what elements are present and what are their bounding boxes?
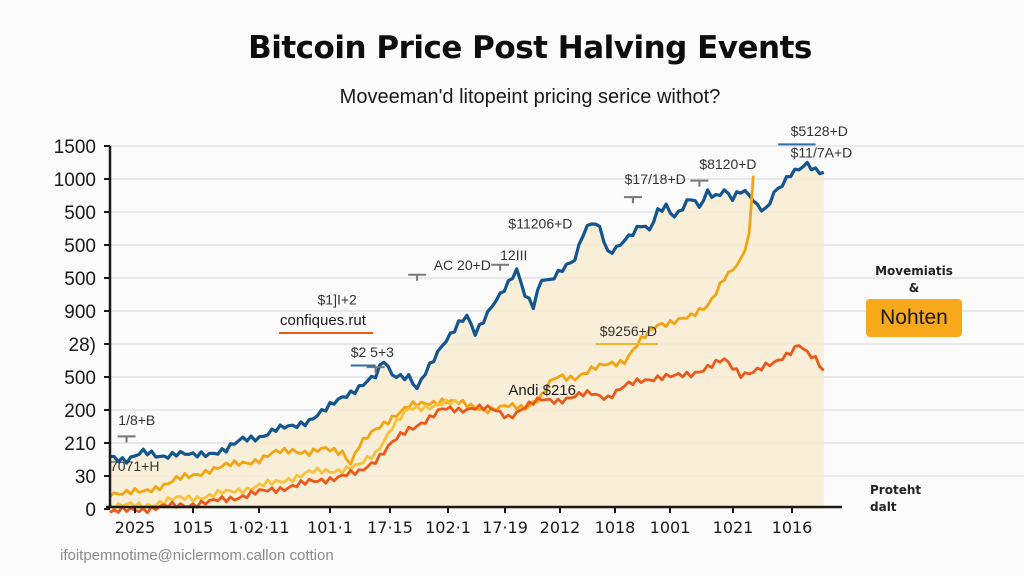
x-tick-label: 1001 bbox=[650, 518, 691, 537]
area-fill-blue bbox=[110, 162, 824, 509]
legend-footnote-line-1: Proteht bbox=[870, 483, 922, 497]
chart-subtitle: Moveeman'd litopeint pricing serice with… bbox=[339, 86, 721, 108]
y-tick-label: 1000 bbox=[54, 170, 96, 191]
legend-footnote-line-2: dalt bbox=[870, 500, 897, 514]
x-tick-label: 17·15 bbox=[367, 518, 413, 537]
annotation-marker bbox=[690, 179, 709, 187]
x-tick-label: 1015 bbox=[173, 518, 214, 537]
y-axis-ticks: 1500 1000 500 500 500 900 28) 500 200 210 30 0 bbox=[54, 137, 110, 521]
data-annotation: $1]I+2 bbox=[318, 291, 358, 307]
x-tick-label: 1016 bbox=[772, 518, 813, 537]
source-footer: ifoitpemnotime@niclermom.callon cottion bbox=[60, 547, 334, 564]
data-annotation: 7071+H bbox=[110, 458, 159, 474]
x-tick-label: 101·1 bbox=[307, 518, 353, 537]
data-annotation: $8120+D bbox=[699, 156, 756, 172]
y-tick-label: 500 bbox=[64, 203, 96, 224]
data-annotation: $9256+D bbox=[600, 323, 657, 339]
legend-footnote: Proteht dalt bbox=[870, 482, 921, 516]
legend-heading-line-1: Movemiatis bbox=[875, 264, 953, 278]
x-axis-ticks: 2025 1015 1·02·11 101·1 17·15 102·1 17·19 2012 1… bbox=[115, 507, 813, 537]
y-tick-label: 500 bbox=[64, 236, 96, 257]
y-tick-label: 500 bbox=[64, 269, 96, 290]
x-tick-label: 2012 bbox=[540, 518, 581, 537]
x-tick-label: 102·1 bbox=[425, 518, 471, 537]
series-line-blue bbox=[109, 160, 825, 465]
callout-label: confiques.rut bbox=[280, 312, 367, 329]
y-tick-label: 200 bbox=[64, 401, 96, 422]
data-annotation: $11206+D bbox=[508, 216, 572, 232]
legend-heading: Movemiatis & bbox=[866, 263, 962, 297]
y-tick-label: 500 bbox=[64, 368, 96, 389]
annotation-marker bbox=[491, 263, 510, 271]
data-annotation: Andi $216 bbox=[508, 382, 576, 399]
data-annotation: $5128+D bbox=[791, 123, 848, 139]
y-tick-label: 900 bbox=[64, 302, 96, 323]
x-tick-label: 2025 bbox=[115, 518, 156, 537]
data-annotation: AC 20+D bbox=[434, 257, 491, 273]
data-annotation: 12III bbox=[500, 247, 527, 263]
annotation-marker bbox=[623, 196, 642, 204]
annotations: $5128+D $11/7A+D $8120+D $17/18+D $11206+D 12… bbox=[110, 123, 852, 474]
series-lines bbox=[108, 160, 825, 515]
y-tick-label: 30 bbox=[75, 467, 96, 488]
data-annotation: $2 5+3 bbox=[351, 344, 394, 360]
chart-title: Bitcoin Price Post Halving Events bbox=[248, 30, 812, 66]
series-line-orange bbox=[109, 344, 825, 515]
annotation-marker bbox=[117, 435, 136, 443]
axes bbox=[106, 146, 842, 509]
x-tick-label: 1·02·11 bbox=[228, 518, 289, 537]
area-fills bbox=[110, 162, 824, 509]
y-tick-label: 210 bbox=[64, 434, 96, 455]
y-tick-label: 28) bbox=[69, 335, 96, 356]
x-tick-label: 1018 bbox=[595, 518, 636, 537]
legend-heading-line-2: & bbox=[908, 281, 920, 295]
x-tick-label: 17·19 bbox=[482, 518, 528, 537]
data-annotation: $17/18+D bbox=[625, 171, 686, 187]
data-annotation: 1/8+B bbox=[118, 412, 155, 428]
legend-badge[interactable]: Nohten bbox=[866, 299, 962, 337]
y-tick-label: 1500 bbox=[54, 137, 96, 158]
data-annotation: $11/7A+D bbox=[791, 145, 853, 161]
series-line-yellow bbox=[109, 175, 755, 498]
annotation-marker bbox=[408, 273, 427, 281]
x-tick-label: 1021 bbox=[713, 518, 754, 537]
series-line-light-yellow bbox=[108, 398, 460, 511]
annotation-marker bbox=[366, 366, 385, 374]
y-tick-label: 0 bbox=[85, 500, 96, 521]
